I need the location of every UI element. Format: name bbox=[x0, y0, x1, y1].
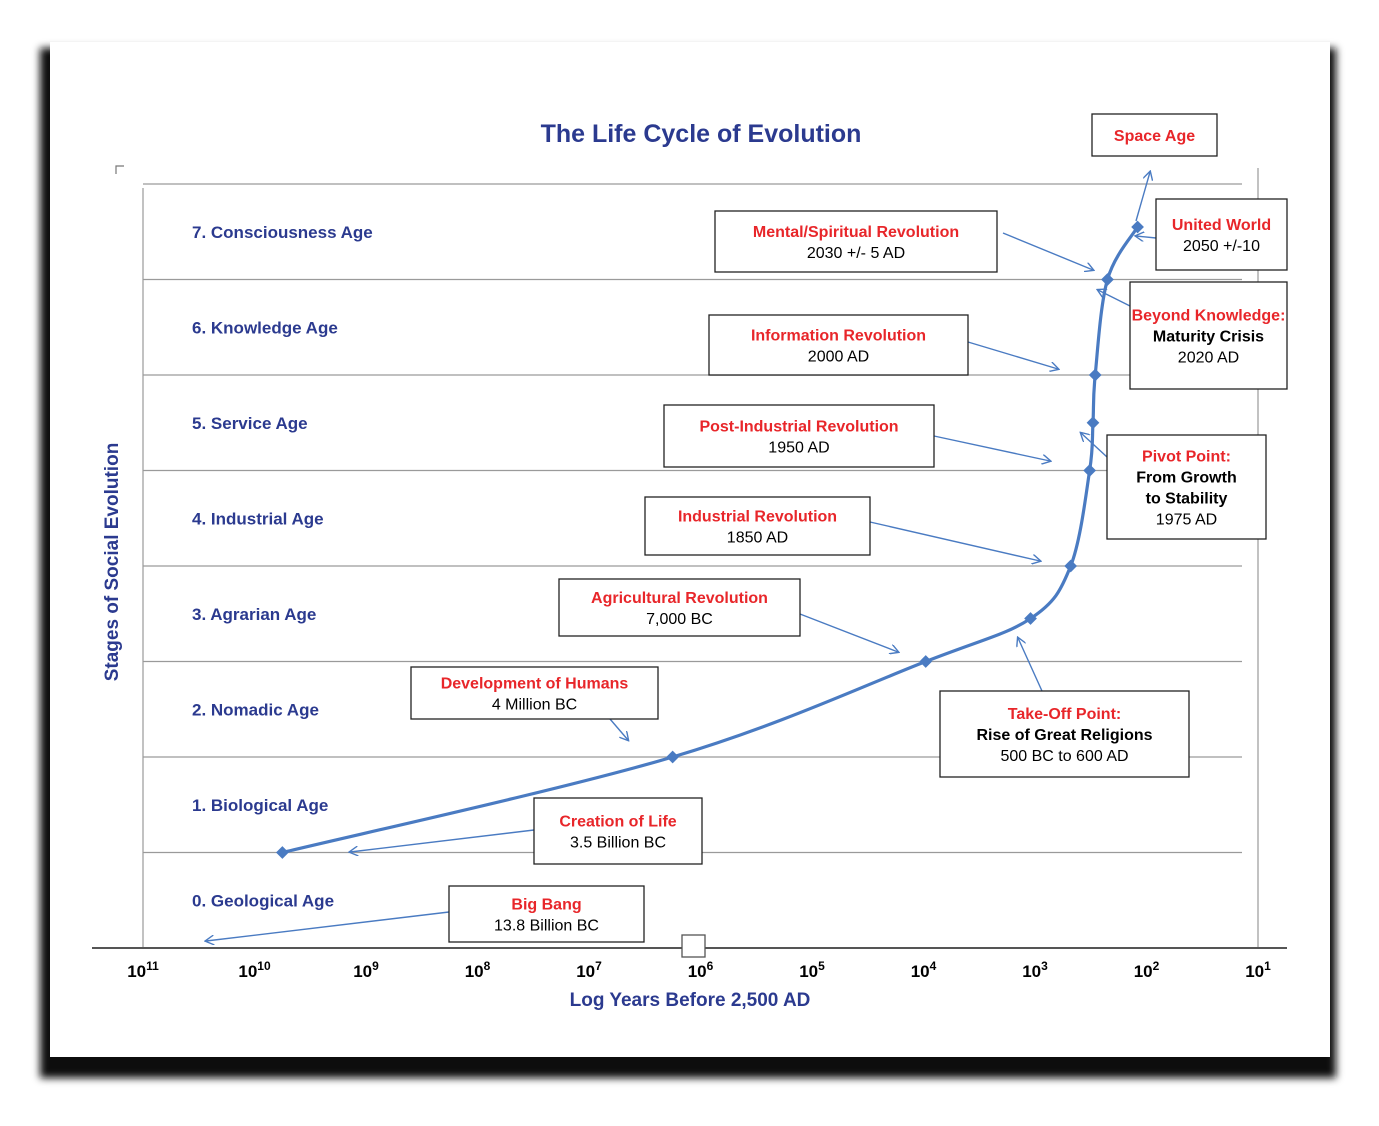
chart-title: The Life Cycle of Evolution bbox=[541, 120, 862, 148]
stage-label: 0. Geological Age bbox=[192, 891, 334, 910]
annotation-arrow bbox=[609, 718, 628, 740]
x-tick-label: 1010 bbox=[238, 959, 271, 981]
stage-gridlines bbox=[143, 183, 1242, 854]
stage-label: 7. Consciousness Age bbox=[192, 223, 373, 242]
x-axis-title: Log Years Before 2,500 AD bbox=[570, 990, 811, 1011]
annotation-box: Beyond Knowledge: Maturity Crisis 2020 AD bbox=[1129, 281, 1288, 390]
evolution-curve bbox=[281, 226, 1139, 855]
annotation-arrows bbox=[206, 172, 1157, 941]
annotation-line: 13.8 Billion BC bbox=[494, 918, 599, 935]
annotation-arrow bbox=[869, 521, 1040, 561]
annotation-line: to Stability bbox=[1146, 491, 1228, 508]
annotation-heading: Development of Humans bbox=[441, 676, 629, 693]
annotation-box: Pivot Point: From Growth to Stability 1975 … bbox=[1106, 434, 1267, 540]
x-tick-label: 105 bbox=[799, 959, 825, 981]
annotation-line: 7,000 BC bbox=[646, 611, 713, 628]
annotation-heading: Agricultural Revolution bbox=[591, 590, 768, 607]
annotation-line: 2030 +/- 5 AD bbox=[807, 245, 905, 262]
annotation-line: 500 BC to 600 AD bbox=[1000, 748, 1128, 765]
x-tick-label: 101 bbox=[1245, 959, 1271, 981]
annotation-line: 2020 AD bbox=[1178, 350, 1239, 367]
annotation-box: Big Bang 13.8 Billion BC bbox=[448, 885, 645, 943]
annotation-box: Information Revolution 2000 AD bbox=[708, 314, 969, 376]
annotation-heading: Space Age bbox=[1114, 128, 1195, 145]
annotation-arrow bbox=[1018, 638, 1043, 692]
x-tick-label: 109 bbox=[353, 959, 379, 981]
annotation-line: 2050 +/-10 bbox=[1183, 238, 1260, 255]
annotation-boxes: Big Bang 13.8 Billion BC Creation of Life 3… bbox=[410, 113, 1288, 943]
x-tick-label: 106 bbox=[688, 959, 714, 981]
annotation-arrow bbox=[1136, 236, 1157, 238]
x-tick-label: 1011 bbox=[127, 959, 159, 981]
annotation-heading: Take-Off Point: bbox=[1008, 706, 1121, 723]
annotation-line: 1950 AD bbox=[768, 440, 829, 457]
stage-labels: 0. Geological Age 1. Biological Age 2. Nom… bbox=[192, 223, 373, 911]
stage-label: 2. Nomadic Age bbox=[192, 700, 319, 719]
annotation-heading: Pivot Point: bbox=[1142, 449, 1231, 466]
annotation-heading: United World bbox=[1172, 217, 1271, 234]
annotation-arrow bbox=[1002, 232, 1093, 270]
annotation-line: Rise of Great Religions bbox=[976, 727, 1152, 744]
annotation-arrow bbox=[1135, 172, 1150, 222]
annotation-box: Development of Humans 4 Million BC bbox=[410, 666, 659, 720]
annotation-line: 3.5 Billion BC bbox=[570, 835, 666, 852]
annotation-line: 1850 AD bbox=[727, 530, 788, 547]
annotation-heading: Information Revolution bbox=[751, 328, 926, 345]
x-tick-labels: 1011 1010 109 108 107 106 105 104 103 102 101 bbox=[127, 959, 1271, 981]
corner-mark bbox=[115, 165, 124, 174]
annotation-box: Industrial Revolution 1850 AD bbox=[644, 496, 871, 556]
slider-handle[interactable] bbox=[681, 934, 706, 958]
x-tick-label: 102 bbox=[1134, 959, 1160, 981]
annotation-arrow bbox=[967, 341, 1058, 369]
annotation-box: Creation of Life 3.5 Billion BC bbox=[533, 797, 703, 865]
y-axis-title: Stages of Social Evolution bbox=[102, 443, 123, 682]
x-tick-label: 107 bbox=[576, 959, 602, 981]
annotation-line: 4 Million BC bbox=[492, 697, 577, 714]
annotation-arrow bbox=[799, 613, 898, 652]
annotation-heading: Mental/Spiritual Revolution bbox=[753, 224, 959, 241]
stage-label: 3. Agrarian Age bbox=[192, 605, 316, 624]
annotation-line: From Growth bbox=[1136, 470, 1236, 487]
x-tick-label: 103 bbox=[1022, 959, 1048, 981]
annotation-box: Mental/Spiritual Revolution 2030 +/- 5 AD bbox=[714, 210, 998, 273]
annotation-heading: Industrial Revolution bbox=[678, 509, 837, 526]
annotation-arrow bbox=[350, 829, 535, 852]
annotation-arrow bbox=[206, 911, 450, 941]
annotation-box: Take-Off Point: Rise of Great Religions 50… bbox=[939, 690, 1190, 778]
annotation-heading: Post-Industrial Revolution bbox=[699, 419, 898, 436]
annotation-line: 2000 AD bbox=[808, 349, 869, 366]
annotation-box: United World 2050 +/-10 bbox=[1155, 198, 1288, 271]
annotation-heading: Creation of Life bbox=[559, 814, 676, 831]
stage-label: 6. Knowledge Age bbox=[192, 318, 338, 337]
stage-label: 5. Service Age bbox=[192, 414, 308, 433]
annotation-box: Agricultural Revolution 7,000 BC bbox=[558, 578, 801, 637]
annotation-heading: Beyond Knowledge: bbox=[1132, 308, 1286, 325]
stage-label: 1. Biological Age bbox=[192, 796, 328, 815]
annotation-line: 1975 AD bbox=[1156, 512, 1217, 529]
annotation-arrow bbox=[1098, 290, 1131, 307]
annotation-line: Maturity Crisis bbox=[1153, 329, 1264, 346]
stage-label: 4. Industrial Age bbox=[192, 509, 324, 528]
annotation-arrow bbox=[1081, 433, 1108, 458]
annotation-heading: Big Bang bbox=[511, 897, 581, 914]
annotation-arrow bbox=[933, 435, 1050, 461]
x-tick-label: 108 bbox=[465, 959, 491, 981]
annotation-box: Post-Industrial Revolution 1950 AD bbox=[663, 404, 935, 468]
annotation-box: Space Age bbox=[1091, 113, 1218, 157]
x-tick-label: 104 bbox=[911, 959, 937, 981]
